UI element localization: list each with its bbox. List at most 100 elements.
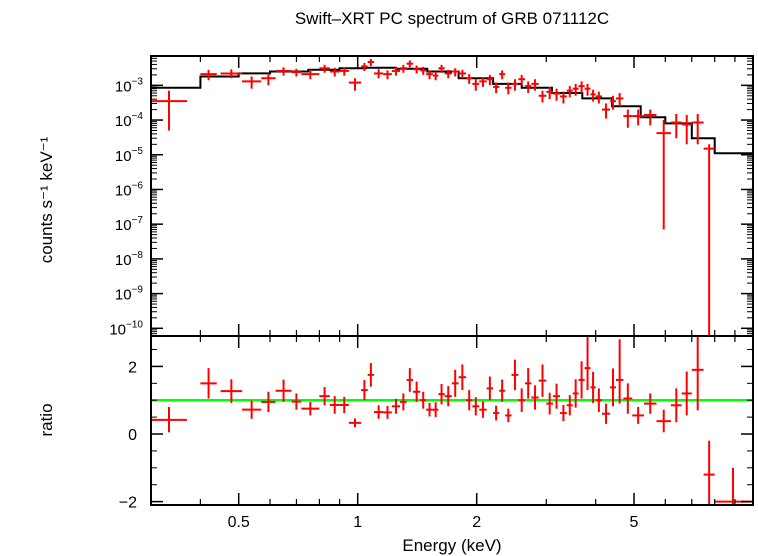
data-point [493, 82, 500, 94]
ratio-point [367, 363, 375, 387]
data-point [458, 69, 467, 79]
ratio-point [420, 391, 427, 409]
bottom-panel-data [151, 336, 753, 505]
data-point [499, 70, 506, 80]
ratio-point [656, 409, 671, 433]
ratio-point [438, 383, 445, 405]
data-point [518, 74, 526, 86]
data-point [590, 89, 596, 102]
ratio-point [451, 369, 459, 397]
data-point [703, 144, 715, 336]
data-point [525, 81, 532, 94]
data-point [400, 64, 407, 73]
ratio-point [584, 336, 591, 391]
ratio-point [553, 383, 561, 409]
bottom-y-axis-label: ratio [37, 403, 56, 436]
ratio-point [383, 405, 392, 419]
ratio-point [602, 403, 611, 424]
ratio-point [525, 368, 532, 399]
ratio-point [472, 397, 480, 416]
top-y-tick-label: 10−4 [115, 111, 144, 130]
ratio-point [531, 385, 539, 410]
ratio-point [546, 392, 554, 415]
data-point [466, 74, 473, 84]
data-point [319, 64, 330, 73]
ratio-point [275, 379, 292, 402]
x-tick-label: 1 [353, 514, 362, 531]
ratio-point [566, 395, 573, 416]
ratio-point [361, 379, 368, 401]
bottom-y-tick-labels: 2 0 −2 [119, 359, 137, 511]
ratio-point [400, 393, 407, 411]
data-point [432, 71, 439, 81]
top-y-axis-label: counts s⁻¹ keV⁻¹ [37, 136, 56, 263]
data-point [367, 58, 375, 67]
chart-title: Swift–XRT PC spectrum of GRB 071112C [295, 9, 609, 28]
top-y-tick-label: 10−9 [115, 285, 144, 304]
x-axis-label: Energy (keV) [402, 536, 501, 555]
data-point [383, 70, 392, 80]
data-point [572, 83, 579, 96]
ratio-point [339, 396, 349, 414]
ratio-point [200, 368, 217, 399]
data-point [656, 120, 671, 230]
bottom-y-tick-label: −2 [119, 495, 137, 512]
data-point [615, 93, 624, 107]
ratio-point [590, 371, 596, 403]
bottom-panel-frame [150, 335, 754, 506]
data-point [505, 82, 512, 95]
ratio-point [458, 364, 467, 391]
x-tick-labels: 0.5 1 2 5 [228, 514, 639, 531]
data-point [200, 69, 217, 81]
data-point [348, 78, 362, 91]
data-point [275, 67, 292, 76]
data-point [691, 113, 704, 145]
ratio-point [261, 391, 276, 413]
data-point [644, 109, 657, 126]
data-point [486, 74, 494, 86]
top-y-tick-label: 10−10 [109, 319, 143, 338]
ratio-point [511, 359, 519, 391]
data-point [578, 81, 585, 94]
data-point [242, 76, 262, 89]
data-point [584, 83, 591, 96]
ratio-point [493, 405, 500, 421]
ratio-point [623, 383, 633, 414]
top-y-tick-label: 10−5 [115, 146, 144, 165]
data-point [538, 90, 547, 103]
data-point [511, 79, 519, 91]
x-tick-label: 2 [472, 514, 481, 531]
data-point [479, 77, 487, 87]
data-point [623, 109, 633, 128]
data-point [339, 67, 349, 76]
ratio-point [615, 339, 624, 404]
data-point [291, 68, 302, 77]
ratio-point [499, 379, 506, 402]
data-point [361, 62, 368, 71]
ratio-point [538, 364, 547, 397]
ratio-point [681, 371, 692, 416]
x-tick-label: 5 [630, 514, 639, 531]
data-point [220, 69, 243, 79]
data-point [444, 69, 452, 79]
ratio-point [632, 406, 645, 424]
data-point [261, 73, 276, 86]
x-tick-label: 0.5 [228, 514, 250, 531]
data-point [438, 64, 445, 73]
ratio-point [391, 398, 401, 414]
bottom-panel: 2 0 −2 0.5 1 2 5 ratio Energy (keV) [37, 335, 754, 555]
data-point [681, 114, 692, 145]
ratio-point [374, 405, 384, 419]
ratio-point [220, 379, 243, 403]
ratio-point [670, 388, 682, 423]
data-point [391, 67, 401, 76]
ratio-point [242, 400, 262, 419]
data-point [426, 70, 433, 80]
data-point [420, 66, 427, 75]
data-point [472, 79, 480, 91]
data-point [374, 69, 384, 79]
data-point [560, 91, 567, 104]
ratio-point [505, 408, 512, 423]
